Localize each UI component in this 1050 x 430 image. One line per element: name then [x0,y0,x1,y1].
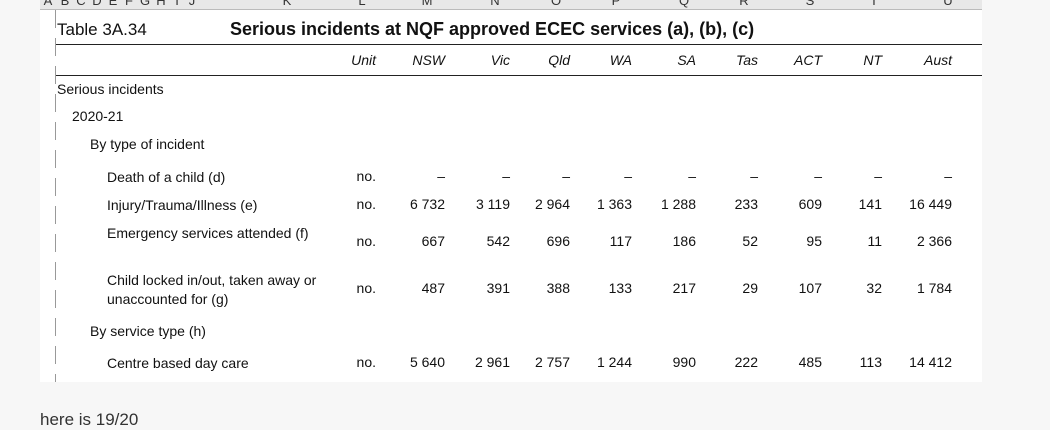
value-cell: 113 [859,354,882,370]
column-header: Tas [735,52,758,68]
column-letter: B [60,0,70,8]
row-label: 2020-21 [72,108,124,124]
rule [56,44,982,45]
column-letter: H [156,0,166,8]
value-cell: 3 119 [476,196,510,212]
column-letter: L [358,0,366,8]
value-cell: 6 732 [409,196,445,212]
unit-cell: no. [356,168,376,184]
value-cell: 233 [734,196,758,212]
column-header: NSW [412,52,445,68]
column-letter: F [125,0,133,8]
row-label: By type of incident [90,136,205,152]
column-letter: D [92,0,102,8]
column-header: Vic [490,52,510,68]
value-cell: 5 640 [409,354,445,370]
column-header: WA [609,52,632,68]
column-letter: E [108,0,118,8]
column-letter: T [870,0,878,8]
value-cell: 133 [608,280,632,296]
row-label: Death of a child (d) [107,169,226,185]
column-header: ACT [794,52,822,68]
value-cell: 186 [672,233,696,249]
value-cell: – [814,168,822,184]
value-cell: 29 [742,280,758,296]
value-cell: 95 [806,233,822,249]
value-cell: – [944,168,952,184]
value-cell: – [562,168,570,184]
column-letter: G [139,0,151,8]
value-cell: 1 784 [916,280,952,296]
value-cell: 388 [546,280,570,296]
value-cell: 2 961 [474,354,510,370]
value-cell: 487 [421,280,445,296]
unit-cell: no. [356,280,376,296]
column-letter: Q [678,0,690,8]
value-cell: 1 288 [660,196,696,212]
table-id: Table 3A.34 [57,20,147,39]
value-cell: 16 449 [909,196,952,212]
row-label: Emergency services attended (f) [107,225,309,241]
column-letter: S [805,0,815,8]
value-cell: 107 [798,280,822,296]
value-cell: 696 [546,233,570,249]
value-cell: 52 [742,233,758,249]
value-cell: 2 964 [534,196,570,212]
value-cell: – [874,168,882,184]
message-text: here is 19/20 [40,410,139,429]
value-cell: – [750,168,758,184]
column-letter: R [739,0,749,8]
row-label: Serious incidents [57,81,164,97]
table-title: Serious incidents at NQF approved ECEC s… [230,19,755,39]
value-cell: 1 363 [596,196,632,212]
row-label: By service type (h) [90,323,206,339]
cell-border [55,10,56,382]
value-cell: – [502,168,510,184]
column-letter: J [188,0,196,8]
value-cell: 1 244 [596,354,632,370]
value-cell: 990 [672,354,696,370]
row-label: Centre based day care [107,355,249,371]
row-label: Injury/Trauma/Illness (e) [107,197,258,213]
row-label: Child locked in/out, taken away or unacc… [107,272,317,307]
column-letter: A [43,0,53,8]
unit-cell: no. [356,233,376,249]
value-cell: 485 [798,354,822,370]
value-cell: 32 [866,280,882,296]
value-cell: 667 [421,233,445,249]
column-header: Aust [923,52,952,68]
value-cell: 542 [486,233,510,249]
column-letter: U [943,0,953,8]
value-cell: 2 757 [534,354,570,370]
value-cell: 117 [609,233,632,249]
value-cell: 217 [672,280,696,296]
column-letter: C [76,0,86,8]
column-header: SA [677,52,696,68]
column-letter: M [421,0,433,8]
value-cell: – [624,168,632,184]
column-header: Qld [548,52,570,68]
value-cell: – [437,168,445,184]
value-cell: 391 [486,280,510,296]
value-cell: – [688,168,696,184]
column-letter: K [282,0,292,8]
value-cell: 141 [858,196,882,212]
value-cell: 11 [867,233,882,249]
column-header: NT [863,52,882,68]
value-cell: 609 [798,196,822,212]
column-letter: O [550,0,562,8]
rule [56,75,982,76]
column-letter: I [175,0,179,8]
value-cell: 14 412 [909,354,952,370]
unit-cell: no. [356,196,376,212]
column-letter: N [490,0,500,8]
column-letter: P [611,0,621,8]
unit-cell: no. [356,354,376,370]
column-header: Unit [351,52,376,68]
value-cell: 2 366 [916,233,952,249]
value-cell: 222 [734,354,758,370]
